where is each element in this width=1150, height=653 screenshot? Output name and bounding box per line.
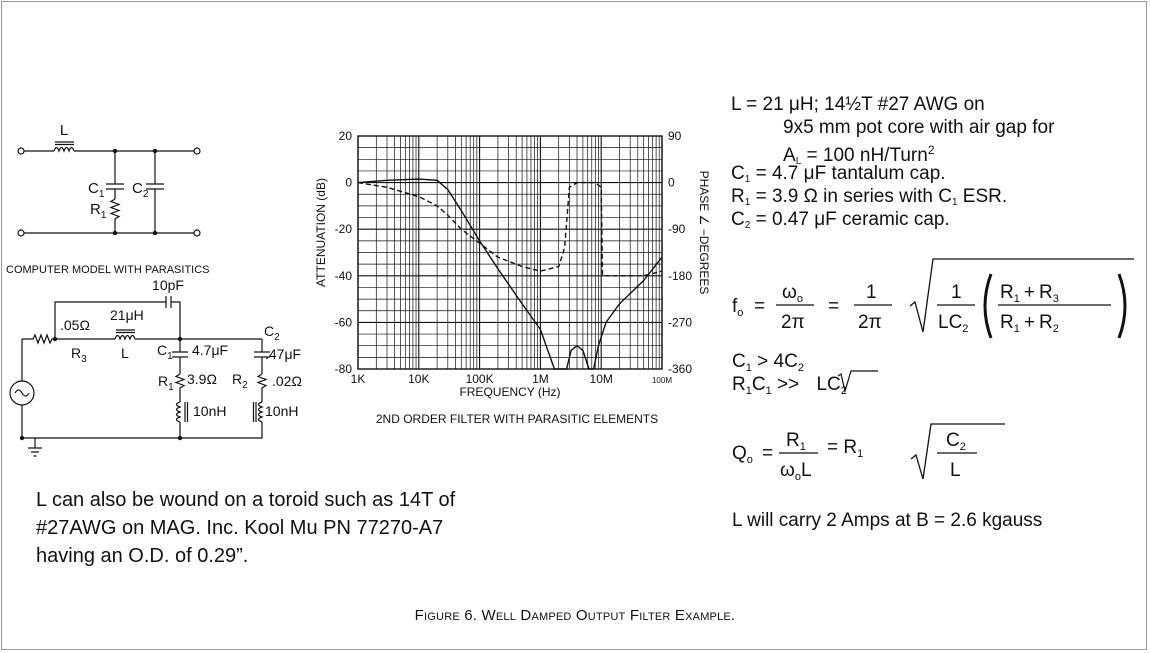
q-rad-num: C2 <box>946 430 966 453</box>
y-tick-label: -60 <box>335 315 353 329</box>
model-l-value: 21μH <box>110 307 144 323</box>
model-esl1-value: 10nH <box>193 403 226 419</box>
spec-c1: C1 = 4.7 μF tantalum cap. <box>731 163 946 185</box>
y-tick-label: -80 <box>335 362 353 376</box>
model-c2-label: C2 <box>264 323 280 343</box>
one-1: 1 <box>866 282 877 303</box>
x-tick-label: 10K <box>408 372 429 386</box>
toroid-note-line1: L can also be wound on a toroid such as … <box>36 489 456 511</box>
model-r1-value: 3.9Ω <box>187 371 217 387</box>
top-r1-label: R1 <box>90 201 107 221</box>
fo-label: fo <box>732 296 743 319</box>
r1-plus-r3: R1 + R3 <box>1000 282 1059 305</box>
y-tick-label: 20 <box>339 129 353 143</box>
formula-block: fo = ωo 2π = 1 2π 1 LC2 R1 + R3 R1 + R2 C1 >… <box>732 258 1134 483</box>
model-r3-label: R3 <box>71 345 87 365</box>
two-pi-1: 2π <box>781 312 805 333</box>
condition-1: C1 > 4C2 <box>732 351 804 374</box>
r1-plus-r2: R1 + R2 <box>1000 312 1059 335</box>
figure-caption: Figure 6. Well Damped Output Filter Exam… <box>414 607 736 624</box>
spec-al: AL = 100 nH/Turn2 <box>783 143 935 167</box>
lc2: LC2 <box>938 312 968 335</box>
qo-num: R1 <box>786 430 806 453</box>
model-c1-label: C1 <box>157 342 173 362</box>
y2-tick-label: -90 <box>668 222 686 236</box>
x-tick-label: 1M <box>532 372 549 386</box>
qo-mid: = R1 <box>827 437 863 460</box>
x-tick-label: 100K <box>466 372 494 386</box>
y2-tick-label: 0 <box>668 176 675 190</box>
toroid-note-line3: having an O.D. of 0.29”. <box>36 545 249 567</box>
model-esl2-value: 10nH <box>265 403 298 419</box>
qo-equals: = <box>762 443 773 464</box>
x-tick-label: 10M <box>590 372 613 386</box>
y-axis-label: ATTENUATION (dB) <box>314 178 328 287</box>
x-axis-label: FREQUENCY (Hz) <box>459 385 560 399</box>
plot-border <box>357 135 663 370</box>
chart-title: 2ND ORDER FILTER WITH PARASITIC ELEMENTS <box>376 412 658 426</box>
model-r1-label: R1 <box>158 373 174 393</box>
model-r2-value: .02Ω <box>272 373 302 389</box>
omega-o: ωo <box>782 282 803 305</box>
current-note: L will carry 2 Amps at B = 2.6 kgauss <box>732 510 1043 531</box>
y2-tick-label: 90 <box>668 129 682 143</box>
fo-equals: = <box>754 296 765 317</box>
parasitic-model-schematic: COMPUTER MODEL WITH PARASITICS 10pF .05Ω… <box>6 264 302 457</box>
qo-label: Qo <box>732 443 753 466</box>
model-heading: COMPUTER MODEL WITH PARASITICS <box>6 264 210 276</box>
model-c2-value: .47μF <box>265 346 301 362</box>
model-r2-label: R2 <box>232 371 248 391</box>
y-tick-label: -20 <box>335 222 353 236</box>
y2-tick-label: -180 <box>668 269 692 283</box>
toroid-note-line2: #27AWG on MAG. Inc. Kool Mu PN 77270-A7 <box>36 517 444 539</box>
two-pi-2: 2π <box>858 312 882 333</box>
spec-l-line1: L = 21 μH; 14½T #27 AWG on <box>731 94 985 115</box>
spec-c2: C2 = 0.47 μF ceramic cap. <box>731 209 950 231</box>
attenuation-curve <box>357 178 663 370</box>
spec-r1: R1 = 3.9 Ω in series with C1 ESR. <box>731 186 1008 208</box>
q-rad-den: L <box>950 460 961 481</box>
one-2: 1 <box>951 282 962 303</box>
spec-l-line2: 9x5 mm pot core with air gap for <box>783 117 1055 138</box>
top-l-label: L <box>60 122 68 139</box>
toroid-note: L can also be wound on a toroid such as … <box>36 486 455 570</box>
model-r3-value: .05Ω <box>60 317 90 333</box>
qo-den: ωoL <box>780 460 812 483</box>
y-tick-label: -40 <box>335 269 353 283</box>
y-tick-label: 0 <box>345 176 352 190</box>
eq-2: = <box>828 296 839 317</box>
phase-curve <box>357 181 663 277</box>
basic-filter-schematic: L C1 R1 C2 <box>17 122 201 237</box>
model-10pf-label: 10pF <box>152 277 184 293</box>
top-c1-label: C1 <box>88 180 105 200</box>
top-c2-label: C2 <box>132 180 149 200</box>
y2-axis-label: PHASE ∠ −DEGREES <box>697 171 711 295</box>
x-tick-label: 1K <box>351 372 366 386</box>
condition-2: R1C1 >> LC2 <box>732 374 847 397</box>
y2-tick-label: -270 <box>668 315 692 329</box>
model-c1-value: 4.7μF <box>192 342 228 358</box>
y2-tick-label: -360 <box>668 362 692 376</box>
model-l-label: L <box>121 345 129 361</box>
x-tick-label: 100M <box>652 376 672 385</box>
